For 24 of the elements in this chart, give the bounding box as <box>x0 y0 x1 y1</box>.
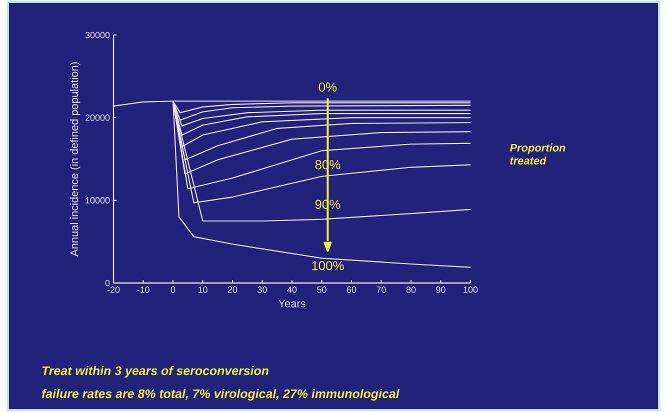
x-tick-label: 20 <box>228 286 238 293</box>
text: Treat within 3 years of seroconversion <box>42 366 268 378</box>
x-axis-title: Years <box>278 300 306 308</box>
y-tick-label: 10000 <box>86 197 110 204</box>
x-tick-label: 30 <box>258 286 267 293</box>
annotation: 0% <box>318 82 337 92</box>
y-axis-title: Annual incidence (in defined population) <box>70 62 80 256</box>
annotation: 100% <box>312 261 344 270</box>
text: Proportion treated <box>510 144 566 165</box>
x-tick-label: 0 <box>170 286 176 293</box>
y-tick-label: 0 <box>105 280 110 286</box>
x-tick-label: 80 <box>406 286 416 293</box>
x-tick-label: 60 <box>346 286 356 293</box>
x-tick-label: -20 <box>107 286 120 293</box>
x-tick-label: 40 <box>287 286 297 293</box>
x-tick-label: 90 <box>436 286 446 293</box>
y-tick-label: 30000 <box>85 32 110 38</box>
x-tick-label: 100 <box>464 286 478 293</box>
y-tick-label: 20000 <box>86 114 110 121</box>
text: failure rates are 8% total, 7% virological, 27% immunological <box>42 388 400 401</box>
x-tick-label: -10 <box>137 286 150 293</box>
x-tick-label: 10 <box>198 286 208 293</box>
x-tick-label: 50 <box>317 286 326 293</box>
x-tick-label: 70 <box>376 286 386 293</box>
